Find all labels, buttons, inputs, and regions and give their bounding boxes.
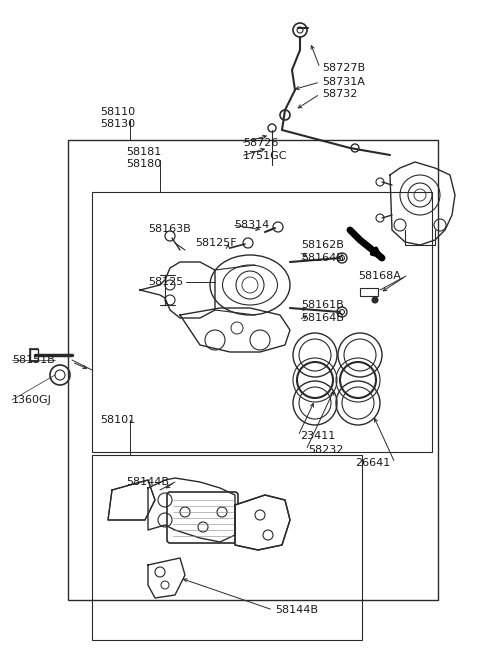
Bar	[92, 192, 432, 452]
Text: 1751GC: 1751GC	[243, 151, 288, 161]
Polygon shape	[108, 480, 155, 520]
Circle shape	[372, 297, 378, 303]
Text: 58110: 58110	[100, 107, 135, 117]
Text: 58144B: 58144B	[275, 605, 318, 615]
Text: 58164B: 58164B	[301, 253, 344, 263]
Text: 58732: 58732	[322, 89, 358, 99]
Text: 58144B: 58144B	[126, 477, 169, 487]
Text: 23411: 23411	[300, 431, 335, 441]
Text: 58163B: 58163B	[148, 224, 191, 234]
Text: 58726: 58726	[243, 138, 278, 148]
Text: 58161B: 58161B	[301, 300, 344, 310]
Bar	[68, 140, 438, 600]
Text: 58164B: 58164B	[301, 313, 344, 323]
Text: 58151B: 58151B	[12, 355, 55, 365]
Text: 1360GJ: 1360GJ	[12, 395, 52, 405]
Bar	[92, 455, 362, 640]
Text: 58731A: 58731A	[322, 77, 365, 87]
Text: 58130: 58130	[100, 119, 135, 129]
Text: 58125F: 58125F	[195, 238, 237, 248]
Polygon shape	[235, 495, 290, 550]
Text: 58727B: 58727B	[322, 63, 365, 73]
Text: 58162B: 58162B	[301, 240, 344, 250]
Text: 58314: 58314	[234, 220, 269, 230]
Text: 58181: 58181	[126, 147, 161, 157]
Text: 26641: 26641	[355, 458, 390, 468]
Text: 58168A: 58168A	[358, 271, 401, 281]
Text: 58180: 58180	[126, 159, 161, 169]
Bar	[360, 288, 378, 296]
Text: 58125: 58125	[148, 277, 183, 287]
Text: 58101: 58101	[100, 415, 135, 425]
Text: 58232: 58232	[308, 445, 343, 455]
Bar	[30, 349, 38, 361]
